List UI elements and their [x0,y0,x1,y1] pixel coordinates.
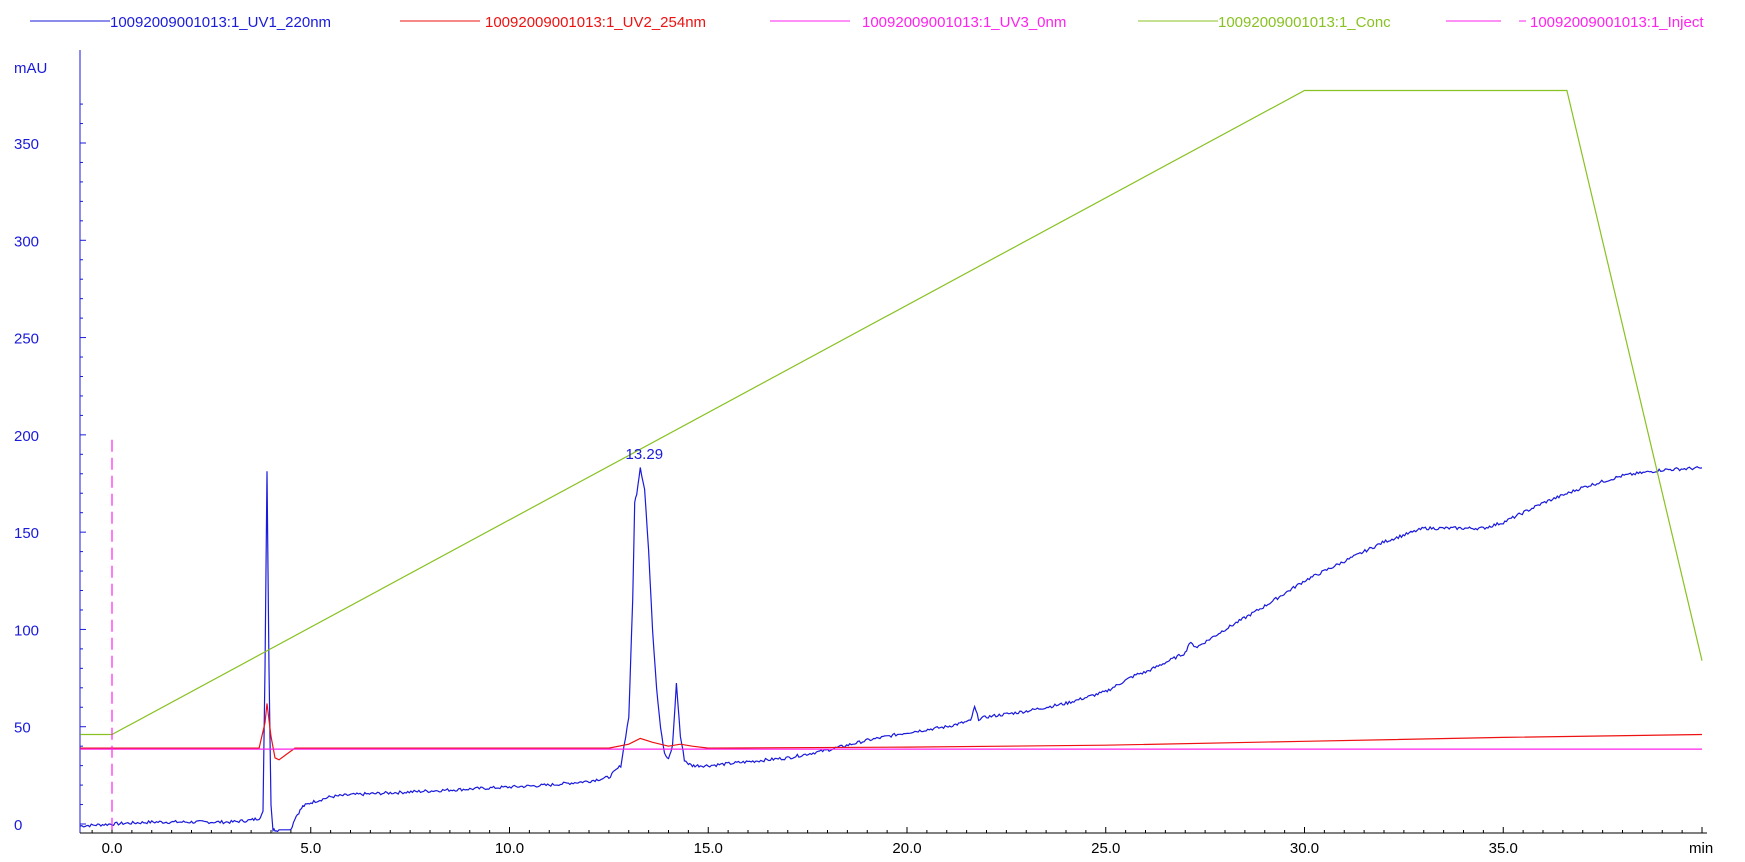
y-axis-label: mAU [14,60,47,77]
peak-label: 13.29 [626,446,664,463]
y-tick-label: 100 [14,622,39,639]
plot-area [80,89,1703,833]
y-tick-label: 50 [14,720,31,737]
legend-label: 10092009001013:1_UV3_0nm [862,14,1066,31]
x-axis-label: min [1689,840,1713,857]
x-tick-label: 0.0 [102,840,123,857]
legend-label: 10092009001013:1_Conc [1218,14,1391,31]
series-line [80,466,1703,833]
legend-label: 10092009001013:1_Inject [1530,14,1704,31]
axes: 0 50 100 150 200 250 300 350 0.0 5.0 10.0 15.0 20.0 2… [14,50,1707,857]
x-tick-label: 10.0 [495,840,524,857]
x-tick-label: 35.0 [1489,840,1518,857]
x-tick-label: 5.0 [300,840,321,857]
legend-label: 10092009001013:1_UV2_254nm [485,14,706,31]
y-tick-label: 0 [14,817,22,834]
x-tick-label: 15.0 [694,840,723,857]
x-tick-label: 30.0 [1290,840,1319,857]
series-line [80,89,1703,736]
y-tick-label: 350 [14,136,39,153]
legend-label: 10092009001013:1_UV1_220nm [110,14,331,31]
y-tick-label: 150 [14,525,39,542]
series-line [80,703,1703,761]
y-tick-label: 200 [14,428,39,445]
legend: 10092009001013:1_UV1_220nm 10092009001013… [30,14,1704,31]
x-tick-label: 25.0 [1091,840,1120,857]
x-tick-label: 20.0 [892,840,921,857]
y-tick-label: 250 [14,331,39,348]
annotations: 13.29 [626,446,664,463]
y-tick-label: 300 [14,233,39,250]
